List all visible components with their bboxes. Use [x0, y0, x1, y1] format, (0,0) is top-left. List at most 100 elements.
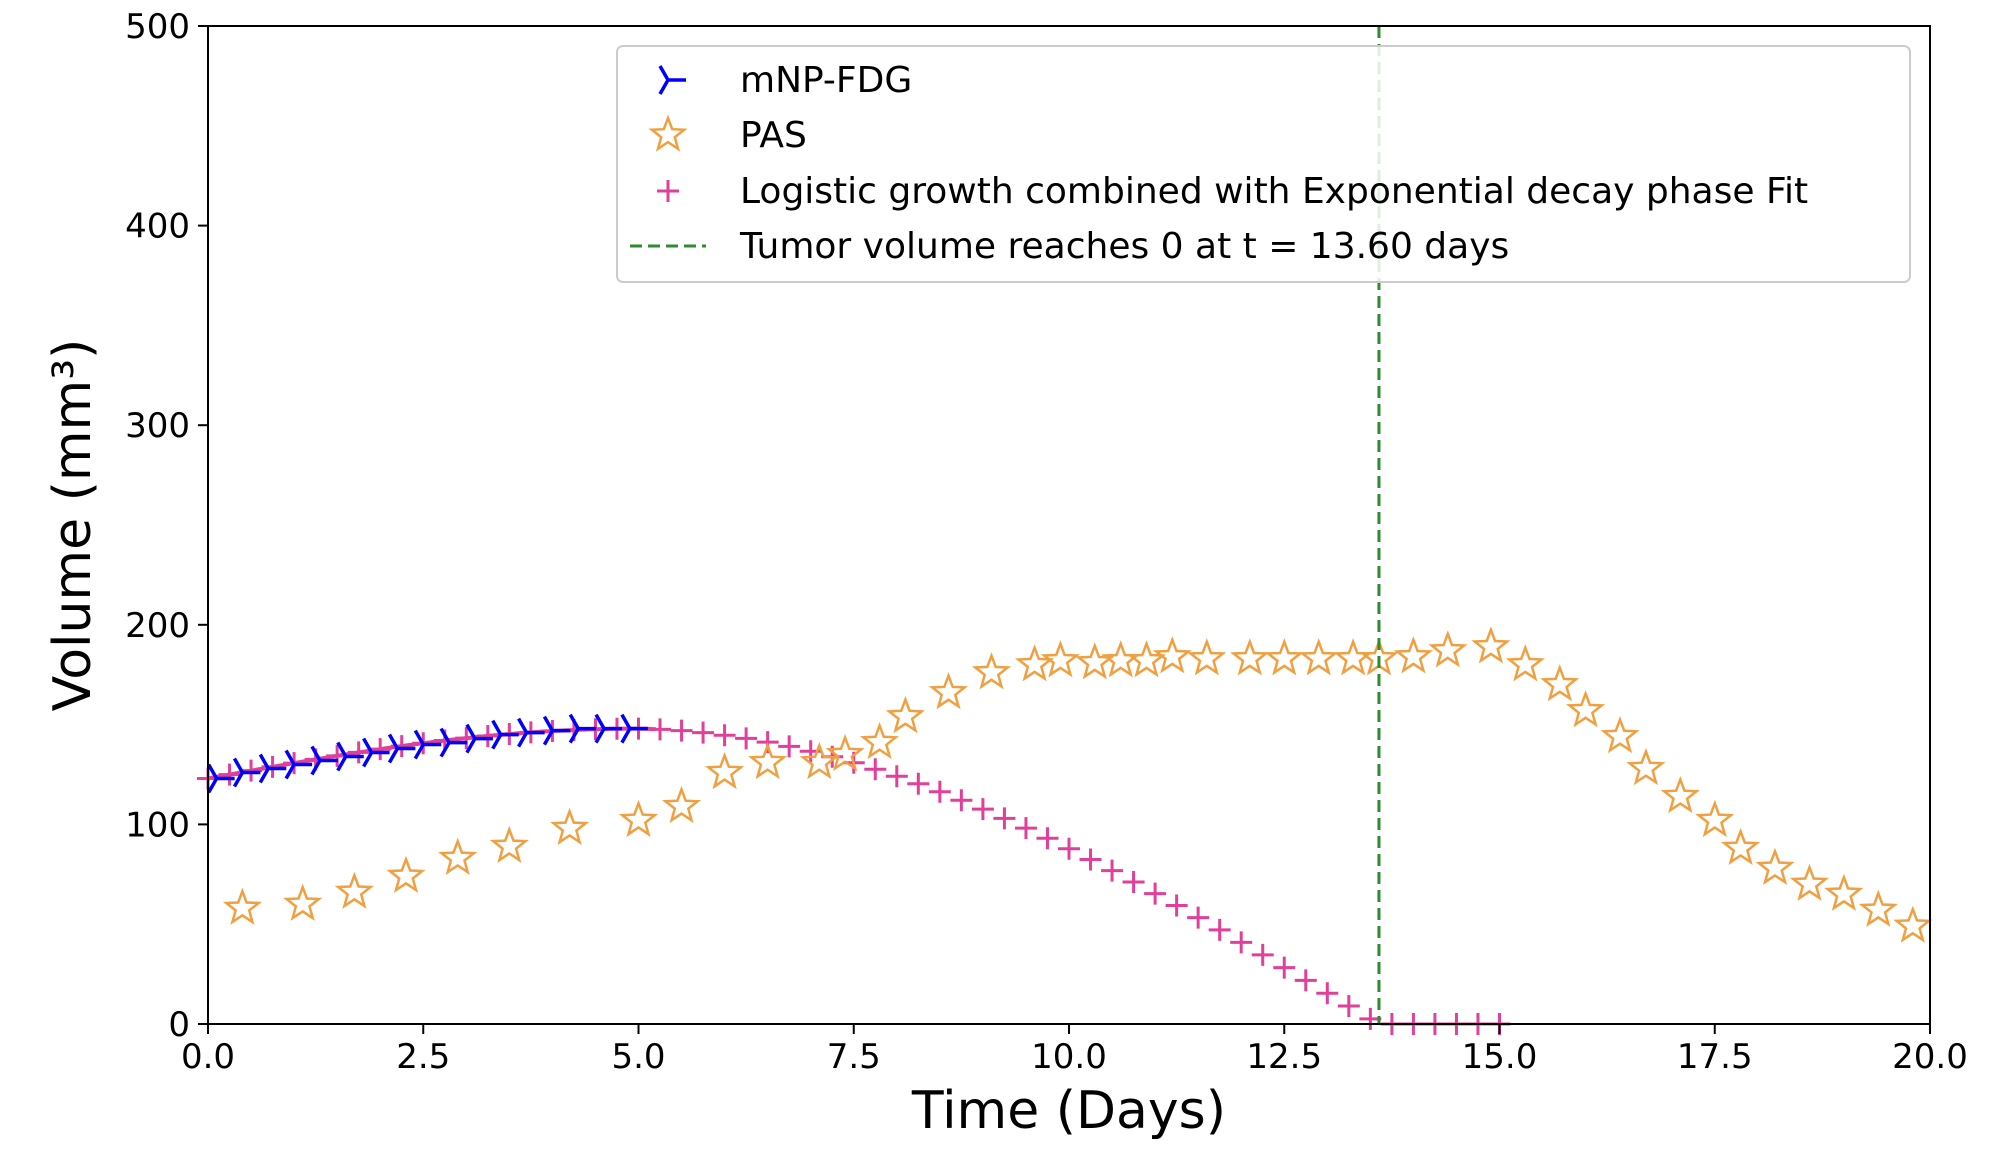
fit-point	[885, 765, 908, 788]
fit-point	[1273, 956, 1296, 979]
mnp-fdg-point	[310, 745, 338, 776]
mnp-fdg-point	[413, 729, 442, 760]
pas-point	[1789, 863, 1829, 901]
mnp-fdg-point	[362, 737, 390, 768]
pas-point	[928, 672, 968, 710]
pas-point	[1040, 640, 1081, 678]
fit-point	[670, 719, 693, 742]
pas-point	[1299, 638, 1339, 676]
mnp-fdg-point	[439, 727, 468, 758]
x-axis: 0.0 2.5 5.0 7.5 10.0 12.5 15.0 17.5 20.0	[181, 1024, 1968, 1077]
mnp-fdg-point	[258, 753, 287, 784]
fit-point	[1014, 817, 1037, 840]
fit-point	[928, 780, 951, 803]
mnp-fdg-point	[542, 715, 571, 746]
pas-point	[825, 733, 865, 772]
fit-point	[1165, 894, 1188, 917]
legend-label-mnp-fdg: mNP-FDG	[740, 60, 912, 101]
pas-series	[222, 626, 1933, 943]
pas-point	[1540, 664, 1580, 702]
mnp-fdg-series	[207, 713, 648, 794]
x-tick-label: 20.0	[1892, 1037, 1968, 1077]
mnp-fdg-point	[232, 757, 261, 788]
x-tick-label: 2.5	[396, 1037, 450, 1077]
mnp-fdg-point	[594, 713, 623, 744]
pas-point	[1428, 630, 1468, 668]
mnp-fdg-point	[387, 733, 416, 764]
y-tick-label: 300	[125, 406, 190, 446]
fit-point	[1208, 918, 1231, 941]
pas-point	[705, 751, 745, 790]
fit-point	[369, 738, 392, 761]
pas-point	[1600, 716, 1640, 754]
fit-point	[1058, 837, 1080, 860]
x-tick-label: 15.0	[1462, 1037, 1538, 1077]
pas-point	[1264, 638, 1304, 676]
pas-point	[748, 741, 788, 780]
legend-plus-icon	[657, 180, 679, 202]
fit-point	[778, 735, 801, 758]
pas-point	[1755, 847, 1795, 885]
y-tick-label: 400	[125, 207, 190, 247]
fit-point	[218, 763, 241, 786]
mnp-fdg-point	[517, 717, 545, 748]
fit-point	[1316, 982, 1339, 1005]
pas-point	[1824, 873, 1864, 911]
mnp-fdg-point	[620, 713, 648, 744]
mnp-fdg-point	[336, 741, 364, 772]
fit-point	[993, 807, 1016, 830]
fit-point	[1079, 848, 1102, 871]
pas-point	[489, 825, 529, 864]
pas-point	[1721, 827, 1761, 865]
fit-point	[971, 798, 994, 821]
pas-point	[1695, 799, 1735, 838]
pas-point	[1471, 626, 1511, 664]
fit-point	[907, 772, 930, 795]
mnp-fdg-point	[491, 719, 519, 750]
mnp-fdg-point	[207, 763, 235, 794]
fit-point	[649, 718, 672, 741]
fit-point	[1187, 906, 1210, 929]
pas-point	[1230, 638, 1270, 676]
pas-point	[386, 855, 426, 893]
pas-point	[618, 799, 659, 838]
fit-point	[735, 727, 758, 750]
y-tick-label: 0	[168, 1005, 190, 1045]
mnp-fdg-point	[465, 723, 493, 754]
fit-point	[1101, 859, 1124, 882]
fit-point	[1294, 969, 1317, 992]
x-tick-label: 17.5	[1677, 1037, 1753, 1077]
x-tick-label: 5.0	[611, 1037, 665, 1077]
pas-point	[1565, 690, 1606, 728]
fit-point	[713, 724, 736, 747]
pas-point	[860, 722, 900, 760]
y-tick-label: 200	[125, 606, 190, 646]
x-tick-label: 12.5	[1246, 1037, 1322, 1077]
legend-marker-pas	[648, 114, 688, 152]
pas-point	[1893, 905, 1933, 943]
legend-frame	[616, 45, 1911, 283]
pas-point	[334, 871, 374, 909]
pas-point	[1015, 644, 1055, 682]
pas-point	[1626, 747, 1666, 786]
pas-point	[438, 837, 478, 875]
fit-point	[1251, 943, 1274, 966]
fit-point	[476, 724, 499, 747]
fit-point	[1337, 995, 1360, 1018]
fit-point	[950, 789, 973, 812]
pas-point	[1858, 889, 1898, 927]
pas-point	[550, 807, 590, 845]
fit-point	[347, 741, 370, 764]
legend: mNP-FDG PAS Logistic growth combined wit…	[616, 45, 1911, 283]
pas-point	[1393, 636, 1434, 674]
legend-marker-fit	[657, 180, 679, 202]
pas-point	[1660, 775, 1700, 814]
y-axis: 0 100 200 300 400 500	[125, 7, 208, 1045]
fit-point	[240, 759, 263, 782]
fit-point	[1230, 931, 1253, 954]
legend-label-fit: Logistic growth combined with Exponentia…	[740, 171, 1808, 212]
mnp-fdg-point	[568, 713, 597, 744]
y-axis-label: Volume (mm³)	[43, 339, 103, 712]
pas-point	[1187, 638, 1227, 676]
